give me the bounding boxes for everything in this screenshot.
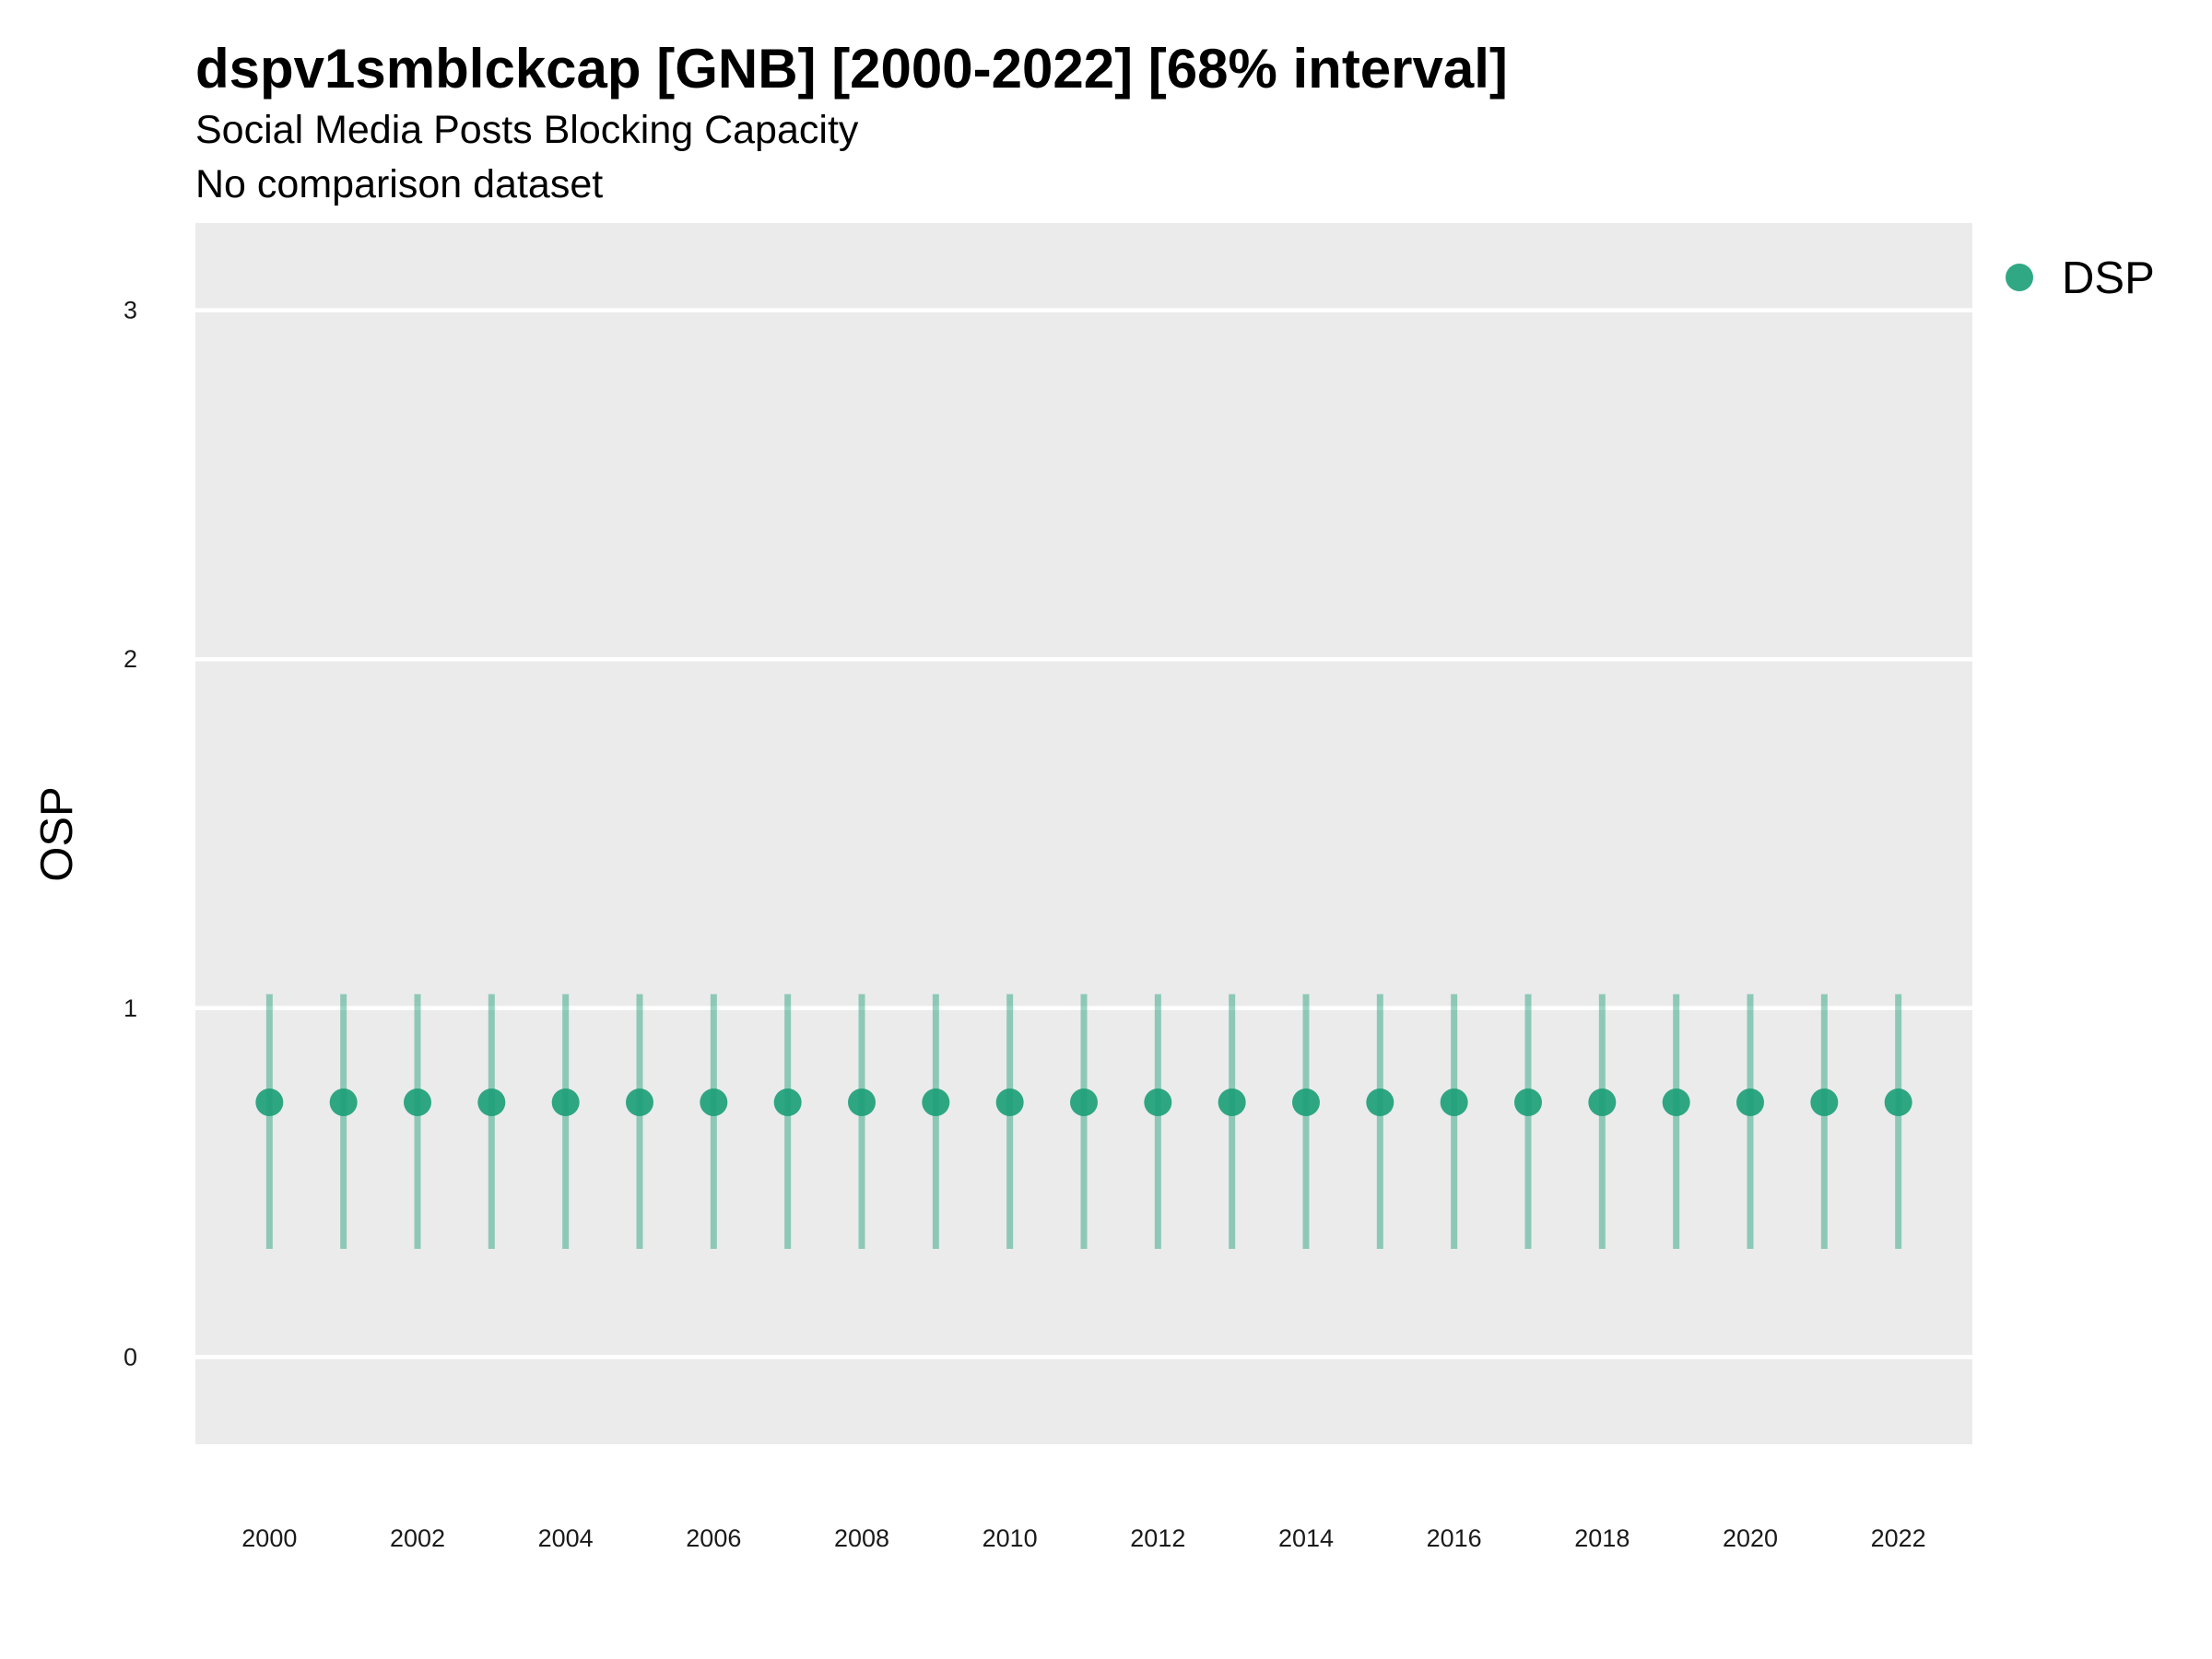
x-tick-label-2022: 2022 — [1871, 1524, 1926, 1552]
legend-key-dsp — [2006, 264, 2033, 291]
plot-panel — [195, 223, 1972, 1444]
x-tick-labels: 2000 2002 2004 2006 2008 2010 2012 2014 2016 2018… — [241, 1524, 1925, 1552]
error-bars — [265, 994, 1902, 1249]
x-tick-label-2006: 2006 — [686, 1524, 741, 1552]
point-dsp-2002 — [404, 1088, 431, 1116]
y-tick-labels: 0 1 2 3 — [124, 297, 137, 1371]
x-tick-label-2002: 2002 — [390, 1524, 445, 1552]
point-dsp-2016 — [1440, 1088, 1468, 1116]
data-points — [255, 1088, 1912, 1116]
point-dsp-2014 — [1292, 1088, 1320, 1116]
point-dsp-2009 — [922, 1088, 950, 1116]
point-dsp-2008 — [848, 1088, 876, 1116]
legend: DSP — [2006, 253, 2155, 303]
point-dsp-2015 — [1366, 1088, 1394, 1116]
x-tick-label-2010: 2010 — [982, 1524, 1038, 1552]
point-dsp-2018 — [1588, 1088, 1617, 1116]
x-tick-label-2016: 2016 — [1427, 1524, 1482, 1552]
point-dsp-2021 — [1810, 1088, 1839, 1116]
legend-label-dsp: DSP — [2062, 253, 2155, 303]
chart-subtitle: Social Media Posts Blocking Capacity — [195, 108, 859, 152]
point-dsp-2004 — [551, 1088, 580, 1116]
point-dsp-2019 — [1662, 1088, 1690, 1116]
y-gridlines — [195, 308, 1972, 1359]
y-tick-label-0: 0 — [124, 1343, 137, 1371]
chart-title: dspv1smblckcap [GNB] [2000-2022] [68% in… — [195, 38, 1508, 100]
point-dsp-2000 — [255, 1088, 284, 1116]
point-dsp-2017 — [1514, 1088, 1542, 1116]
x-tick-label-2020: 2020 — [1723, 1524, 1778, 1552]
point-dsp-2003 — [477, 1088, 506, 1116]
point-dsp-2020 — [1736, 1088, 1764, 1116]
point-dsp-2001 — [329, 1088, 358, 1116]
x-tick-label-2018: 2018 — [1574, 1524, 1630, 1552]
y-tick-label-3: 3 — [124, 297, 137, 324]
point-dsp-2022 — [1884, 1088, 1912, 1116]
point-dsp-2012 — [1144, 1088, 1172, 1116]
x-tick-label-2004: 2004 — [538, 1524, 594, 1552]
x-tick-label-2008: 2008 — [834, 1524, 889, 1552]
x-tick-label-2012: 2012 — [1130, 1524, 1185, 1552]
y-axis-label: OSP — [32, 786, 82, 881]
y-tick-label-2: 2 — [124, 645, 137, 673]
point-dsp-2011 — [1070, 1088, 1098, 1116]
point-dsp-2010 — [995, 1088, 1024, 1116]
point-dsp-2007 — [773, 1088, 802, 1116]
x-tick-label-2000: 2000 — [241, 1524, 297, 1552]
point-dsp-2006 — [700, 1088, 728, 1116]
y-tick-label-1: 1 — [124, 994, 137, 1022]
chart-caption: No comparison dataset — [195, 162, 603, 206]
point-dsp-2005 — [626, 1088, 653, 1116]
point-dsp-2013 — [1218, 1088, 1246, 1116]
x-tick-label-2014: 2014 — [1278, 1524, 1334, 1552]
